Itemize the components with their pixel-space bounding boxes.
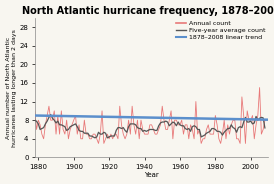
Legend: Annual count, Five-year average count, 1878–2008 linear trend: Annual count, Five-year average count, 1… (176, 21, 265, 40)
Y-axis label: Annual number of North Atlantic
hurricanes lasting longer than 2 days: Annual number of North Atlantic hurrican… (5, 29, 17, 146)
Title: North Atlantic hurricane frequency, 1878–2008: North Atlantic hurricane frequency, 1878… (22, 6, 274, 16)
X-axis label: Year: Year (144, 172, 159, 178)
